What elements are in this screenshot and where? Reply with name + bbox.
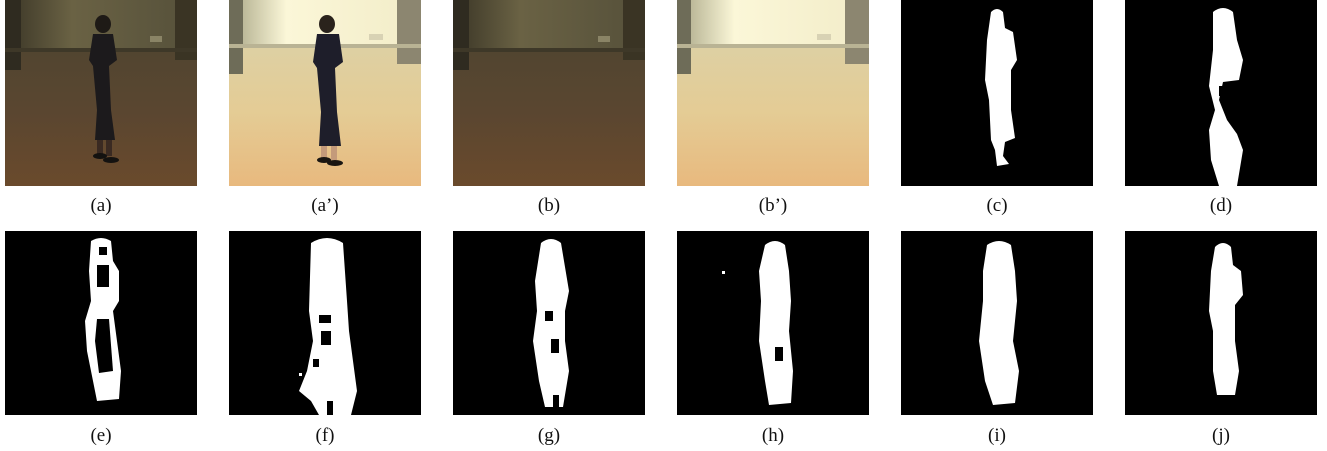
- mask-panel-d: [1125, 0, 1317, 186]
- photo-panel-b-prime: [677, 0, 869, 186]
- mask-panel-c: [901, 0, 1093, 186]
- silhouette-mask: [1125, 231, 1317, 415]
- caption-i: (i): [988, 425, 1006, 446]
- photo-panel-b: [453, 0, 645, 186]
- silhouette-mask: [5, 231, 197, 415]
- silhouette-mask: [229, 231, 421, 415]
- caption-a: (a): [90, 195, 112, 216]
- photo-panel-a: [5, 0, 197, 186]
- mask-panel-j: [1125, 231, 1317, 415]
- photo-panel-a-prime: [229, 0, 421, 186]
- bright-background-scene: [677, 0, 869, 186]
- silhouette-mask: [901, 231, 1093, 415]
- dark-background-scene: [453, 0, 645, 186]
- caption-e: (e): [90, 425, 112, 446]
- caption-a-prime: (a’): [311, 195, 339, 216]
- caption-j: (j): [1212, 425, 1230, 446]
- caption-b-prime: (b’): [758, 195, 788, 216]
- caption-b: (b): [537, 195, 561, 216]
- mask-panel-h: [677, 231, 869, 415]
- silhouette-mask: [677, 231, 869, 415]
- mask-panel-g: [453, 231, 645, 415]
- silhouette-mask: [453, 231, 645, 415]
- caption-h: (h): [761, 425, 785, 446]
- caption-c: (c): [986, 195, 1008, 216]
- silhouette-mask: [1125, 0, 1317, 186]
- silhouette-mask: [901, 0, 1093, 186]
- caption-g: (g): [537, 425, 561, 446]
- bright-scene-with-person: [229, 0, 421, 186]
- mask-panel-e: [5, 231, 197, 415]
- mask-panel-i: [901, 231, 1093, 415]
- dark-scene-with-person: [5, 0, 197, 186]
- caption-d: (d): [1209, 195, 1233, 216]
- mask-panel-f: [229, 231, 421, 415]
- caption-f: (f): [315, 425, 335, 446]
